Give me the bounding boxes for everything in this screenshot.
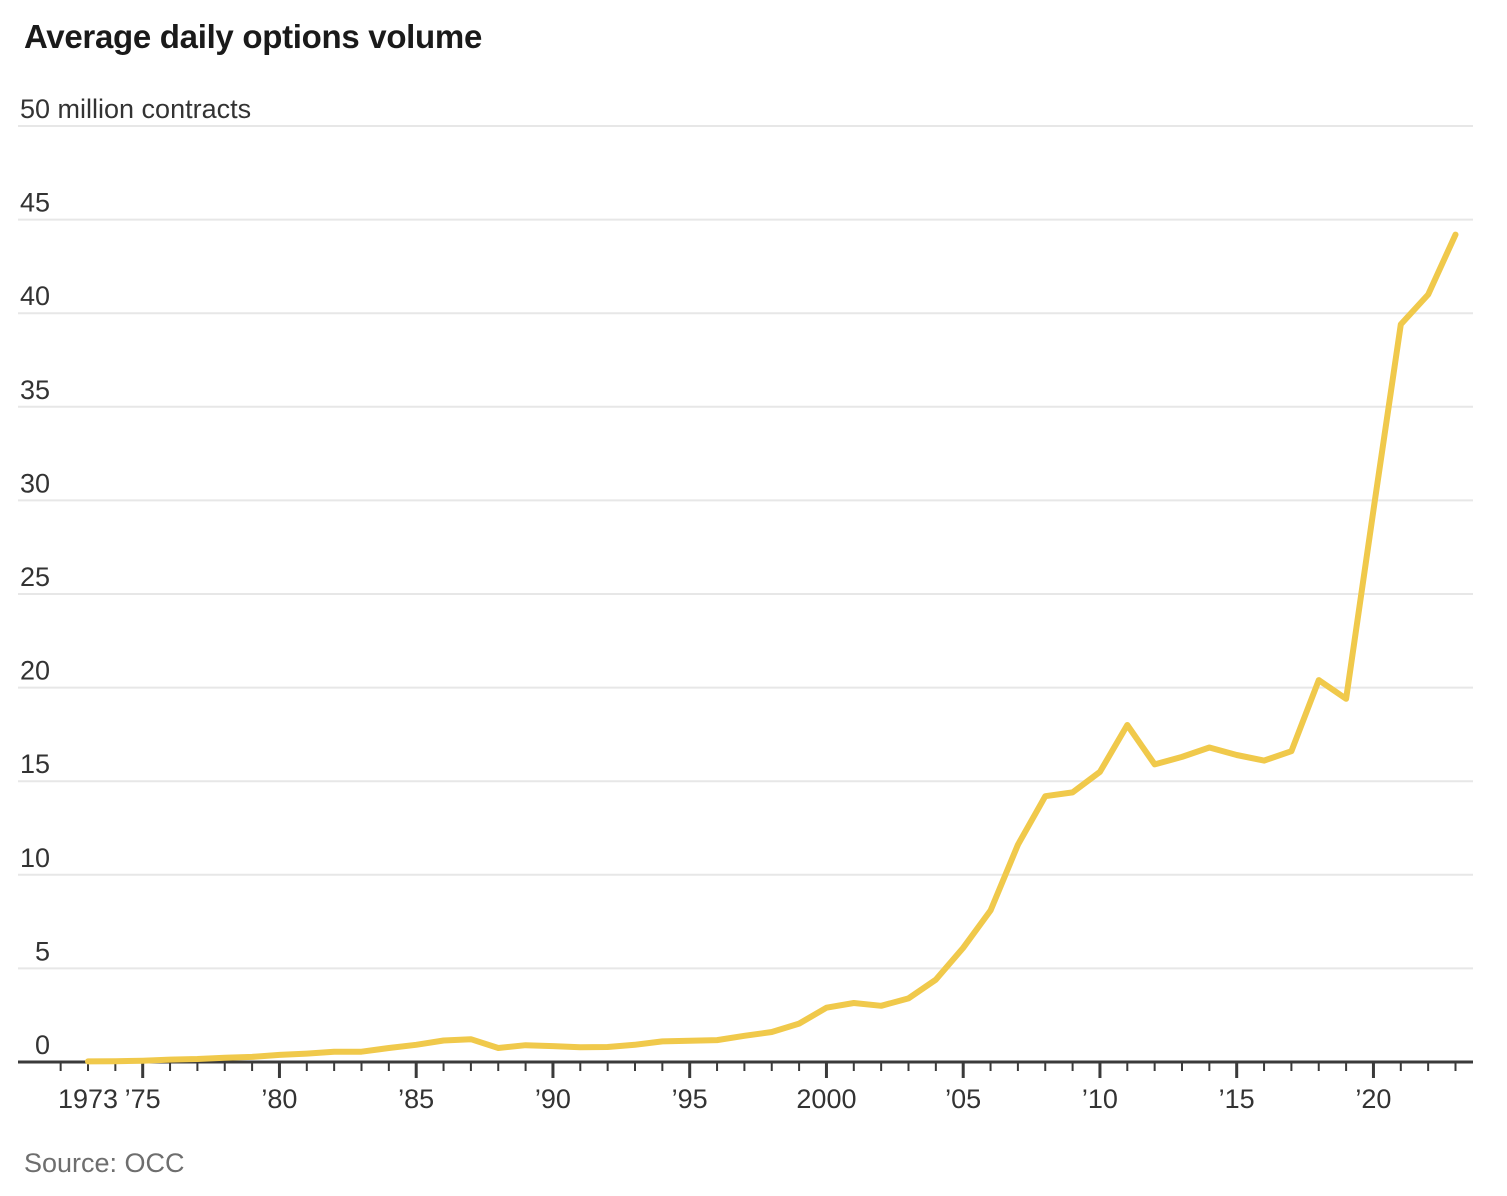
y-tick-label: 0 (35, 1030, 50, 1060)
y-tick-label: 40 (20, 281, 50, 311)
x-tick-label: ’75 (125, 1084, 161, 1114)
chart-title: Average daily options volume (24, 18, 482, 55)
x-tick-label: ’90 (535, 1084, 571, 1114)
y-tick-label: 35 (20, 375, 50, 405)
y-tick-label: 20 (20, 656, 50, 686)
y-tick-label: 45 (20, 188, 50, 218)
source-note: Source: OCC (24, 1148, 185, 1178)
y-tick-label: 15 (20, 749, 50, 779)
options-volume-line (85, 231, 1459, 1065)
y-axis-unit-label: 50 million contracts (20, 94, 251, 124)
x-tick-label: ’80 (261, 1084, 297, 1114)
y-tick-label: 5 (35, 936, 50, 966)
x-tick-label: 1973 (58, 1084, 118, 1114)
x-tick-label: ’85 (398, 1084, 434, 1114)
y-tick-label: 10 (20, 843, 50, 873)
x-tick-label: ’95 (672, 1084, 708, 1114)
x-tick-label: ’15 (1219, 1084, 1255, 1114)
x-tick-label: 2000 (796, 1084, 856, 1114)
x-tick-label: ’20 (1355, 1084, 1391, 1114)
y-tick-label: 30 (20, 468, 50, 498)
x-tick-label: ’05 (945, 1084, 981, 1114)
x-tick-label: ’10 (1082, 1084, 1118, 1114)
y-tick-label: 25 (20, 562, 50, 592)
